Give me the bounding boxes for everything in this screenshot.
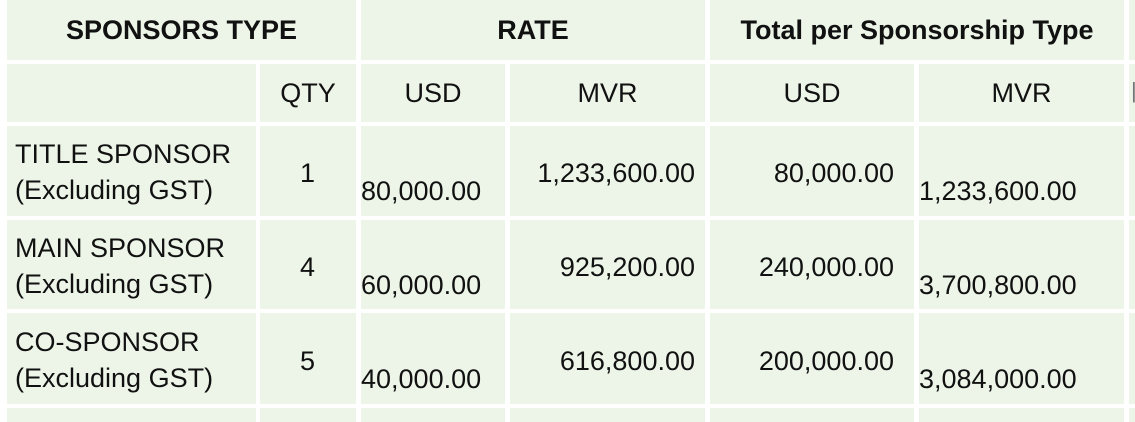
table-row-partial-total-usd <box>710 408 914 422</box>
table-row-main-sponsor-total-usd: 240,000.00 <box>710 220 914 309</box>
row-rate-mvr: 925,200.00 <box>559 252 695 282</box>
subheader-extra-column <box>1129 64 1135 122</box>
table-row-extra-column <box>1129 220 1135 309</box>
table-row-partial-total-mvr <box>919 408 1124 422</box>
row-qty: 4 <box>300 252 316 282</box>
table-row-title-sponsor-total-mvr: 1,233,600.00 <box>919 126 1124 216</box>
row-total-usd: 200,000.00 <box>758 346 894 376</box>
row-total-usd: 240,000.00 <box>758 252 894 282</box>
table-row-title-sponsor-rate-mvr: 1,233,600.00 <box>510 126 705 216</box>
table-row-title-sponsor-type: TITLE SPONSOR (Excluding GST) <box>7 126 256 216</box>
row-total-mvr: 1,233,600.00 <box>919 176 1077 206</box>
table-row-title-sponsor-rate-usd: 80,000.00 <box>361 126 505 216</box>
row-type-label: TITLE SPONSOR <box>15 139 232 169</box>
cut-off-glyph: | <box>1131 78 1135 103</box>
table-row-title-sponsor-total-usd: 80,000.00 <box>710 126 914 216</box>
table-row-co-sponsor-rate-mvr: 616,800.00 <box>510 313 705 404</box>
table-row-extra-column <box>1129 313 1135 404</box>
row-qty: 5 <box>300 346 316 376</box>
table-row-co-sponsor-total-usd: 200,000.00 <box>710 313 914 404</box>
table-row-partial-qty <box>260 408 356 422</box>
table-row-main-sponsor-type: MAIN SPONSOR (Excluding GST) <box>7 220 256 309</box>
row-total-usd: 80,000.00 <box>773 158 894 188</box>
row-type-note: (Excluding GST) <box>15 175 214 205</box>
table-row-main-sponsor-qty: 4 <box>260 220 356 309</box>
row-total-mvr: 3,084,000.00 <box>919 364 1077 394</box>
row-type-label: MAIN SPONSOR <box>15 233 226 263</box>
row-rate-mvr: 1,233,600.00 <box>537 158 695 188</box>
row-rate-usd: 60,000.00 <box>361 270 482 300</box>
header-total-per-type: Total per Sponsorship Type <box>710 0 1124 60</box>
row-rate-mvr: 616,800.00 <box>559 346 695 376</box>
table-row-co-sponsor-type: CO-SPONSOR (Excluding GST) <box>7 313 256 404</box>
table-row-title-sponsor-qty: 1 <box>260 126 356 216</box>
row-type-note: (Excluding GST) <box>15 363 214 393</box>
table-row-extra-column <box>1129 126 1135 216</box>
header-rate: RATE <box>361 0 705 60</box>
table-row-main-sponsor-total-mvr: 3,700,800.00 <box>919 220 1124 309</box>
row-type-label: CO-SPONSOR <box>15 327 200 357</box>
row-qty: 1 <box>300 158 316 188</box>
table-row-main-sponsor-rate-mvr: 925,200.00 <box>510 220 705 309</box>
table-row-partial-rate-usd <box>361 408 505 422</box>
row-type-note: (Excluding GST) <box>15 269 214 299</box>
table-row-main-sponsor-rate-usd: 60,000.00 <box>361 220 505 309</box>
table-row-co-sponsor-rate-usd: 40,000.00 <box>361 313 505 404</box>
table-row-co-sponsor-qty: 5 <box>260 313 356 404</box>
row-total-mvr: 3,700,800.00 <box>919 270 1077 300</box>
row-rate-usd: 40,000.00 <box>361 364 482 394</box>
table-row-partial-rate-mvr <box>510 408 705 422</box>
subheader-total-usd: USD <box>710 64 914 122</box>
header-sponsors-type: SPONSORS TYPE <box>7 0 356 60</box>
table-row-partial-type <box>7 408 256 422</box>
subheader-total-mvr: MVR <box>919 64 1124 122</box>
row-rate-usd: 80,000.00 <box>361 176 482 206</box>
subheader-type-empty <box>7 64 256 122</box>
subheader-qty: QTY <box>260 64 356 122</box>
subheader-rate-mvr: MVR <box>510 64 705 122</box>
header-extra-column <box>1129 0 1135 60</box>
table-row-co-sponsor-total-mvr: 3,084,000.00 <box>919 313 1124 404</box>
subheader-rate-usd: USD <box>361 64 505 122</box>
table-row-partial-extra <box>1129 408 1135 422</box>
